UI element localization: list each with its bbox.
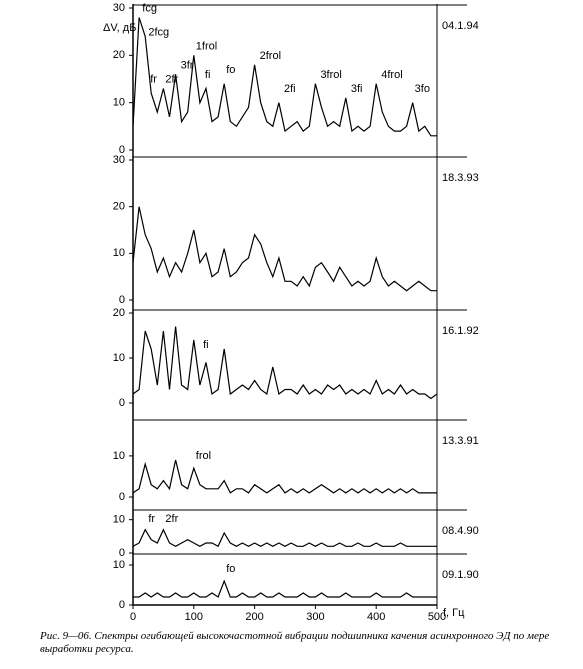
- y-axis-label: ΔV, дБ: [103, 22, 136, 34]
- date-label: 16.1.92: [442, 325, 479, 337]
- y-tick-label: 20: [113, 307, 125, 319]
- y-tick-label: 20: [113, 201, 125, 213]
- y-tick-label: 0: [119, 397, 125, 409]
- peak-label: 3fr: [181, 59, 194, 71]
- spectrum-line: [132, 206, 437, 292]
- y-tick-label: 10: [113, 352, 125, 364]
- x-axis-label: f, Гц: [443, 607, 465, 619]
- peak-label: fcg: [142, 3, 157, 15]
- y-tick-label: 20: [113, 49, 125, 61]
- y-tick-label: 0: [119, 547, 125, 559]
- y-tick-label: 10: [113, 559, 125, 571]
- peak-label: 2fr: [165, 74, 178, 86]
- date-label: 18.3.93: [442, 172, 479, 184]
- x-tick-label: 0: [130, 611, 136, 623]
- caption: Рис. 9—06. Спектры огибающей высокочасто…: [40, 630, 550, 655]
- y-tick-label: 0: [119, 491, 125, 503]
- y-tick-label: 0: [119, 599, 125, 611]
- peak-label: frol: [196, 450, 211, 462]
- date-label: 13.3.91: [442, 435, 479, 447]
- spectrum-line: [132, 17, 437, 137]
- date-label: 09.1.90: [442, 569, 479, 581]
- peak-label: fr: [148, 513, 155, 525]
- peak-label: 2fr: [165, 513, 178, 525]
- y-tick-label: 0: [119, 294, 125, 306]
- spectrum-line: [132, 528, 437, 548]
- x-tick-label: 100: [185, 611, 203, 623]
- y-tick-label: 10: [113, 97, 125, 109]
- peak-label: 1frol: [196, 41, 217, 53]
- peak-label: 2fcg: [148, 26, 169, 38]
- peak-label: fo: [226, 64, 235, 76]
- x-tick-label: 400: [367, 611, 385, 623]
- spectrum-line: [132, 326, 438, 400]
- peak-label: 2frol: [260, 50, 281, 62]
- peak-label: 3frol: [320, 69, 341, 81]
- x-tick-label: 500: [428, 611, 446, 623]
- peak-label: 4frol: [381, 69, 402, 81]
- peak-label: fo: [226, 563, 235, 575]
- y-tick-label: 10: [113, 247, 125, 259]
- date-label: 04.1.94: [442, 20, 479, 32]
- x-tick-label: 300: [306, 611, 324, 623]
- y-tick-label: 10: [113, 450, 125, 462]
- spectrum-line: [133, 579, 437, 598]
- peak-label: 3fi: [351, 83, 363, 95]
- y-tick-label: 30: [113, 2, 125, 14]
- x-tick-label: 200: [245, 611, 263, 623]
- peak-label: fi: [205, 69, 211, 81]
- peak-label: fi: [203, 339, 209, 351]
- peak-label: 2fi: [284, 83, 296, 95]
- peak-label: 3fo: [415, 83, 430, 95]
- date-label: 08.4.90: [442, 525, 479, 537]
- y-tick-label: 10: [113, 514, 125, 526]
- spectrum-line: [132, 459, 437, 494]
- y-tick-label: 0: [119, 144, 125, 156]
- peak-label: fr: [150, 74, 157, 86]
- y-tick-label: 30: [113, 154, 125, 166]
